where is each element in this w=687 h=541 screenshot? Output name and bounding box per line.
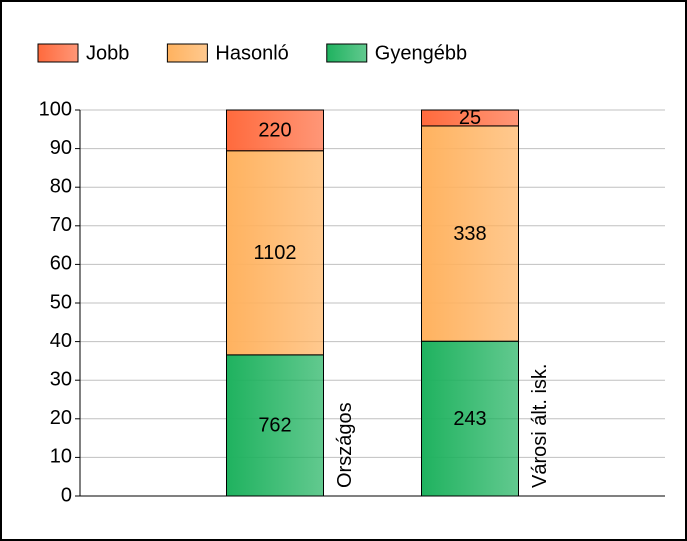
y-tick-label: 70 — [50, 214, 72, 236]
bar-segment — [421, 340, 519, 497]
bar-segment — [421, 125, 519, 342]
data-label: 25 — [459, 107, 481, 129]
y-tick-label: 40 — [50, 330, 72, 352]
x-tick-label: Országos — [334, 402, 356, 488]
bar-segment — [226, 109, 324, 152]
data-label: 762 — [258, 415, 291, 437]
legend-swatch — [326, 43, 368, 63]
y-tick-label: 0 — [61, 484, 72, 506]
y-tick-label: 20 — [50, 407, 72, 429]
legend-label: Hasonló — [215, 42, 288, 64]
bar-segment — [421, 109, 519, 127]
y-tick-label: 90 — [50, 137, 72, 159]
bar-segment — [226, 150, 324, 356]
data-label: 220 — [258, 120, 291, 142]
y-tick-label: 10 — [50, 446, 72, 468]
legend-label: Jobb — [86, 42, 129, 64]
legend-label: Gyengébb — [375, 42, 467, 64]
y-tick-label: 60 — [50, 253, 72, 275]
y-tick-label: 30 — [50, 368, 72, 390]
bar-segment — [226, 354, 324, 497]
y-tick-label: 100 — [39, 98, 72, 120]
data-label: 243 — [453, 408, 486, 430]
data-label: 1102 — [253, 242, 296, 264]
legend-swatch — [166, 43, 208, 63]
y-tick-label: 50 — [50, 291, 72, 313]
x-tick-label: Városi ált. isk. — [529, 364, 551, 488]
legend-swatch — [37, 43, 79, 63]
data-label: 338 — [453, 223, 486, 245]
y-tick-label: 80 — [50, 175, 72, 197]
